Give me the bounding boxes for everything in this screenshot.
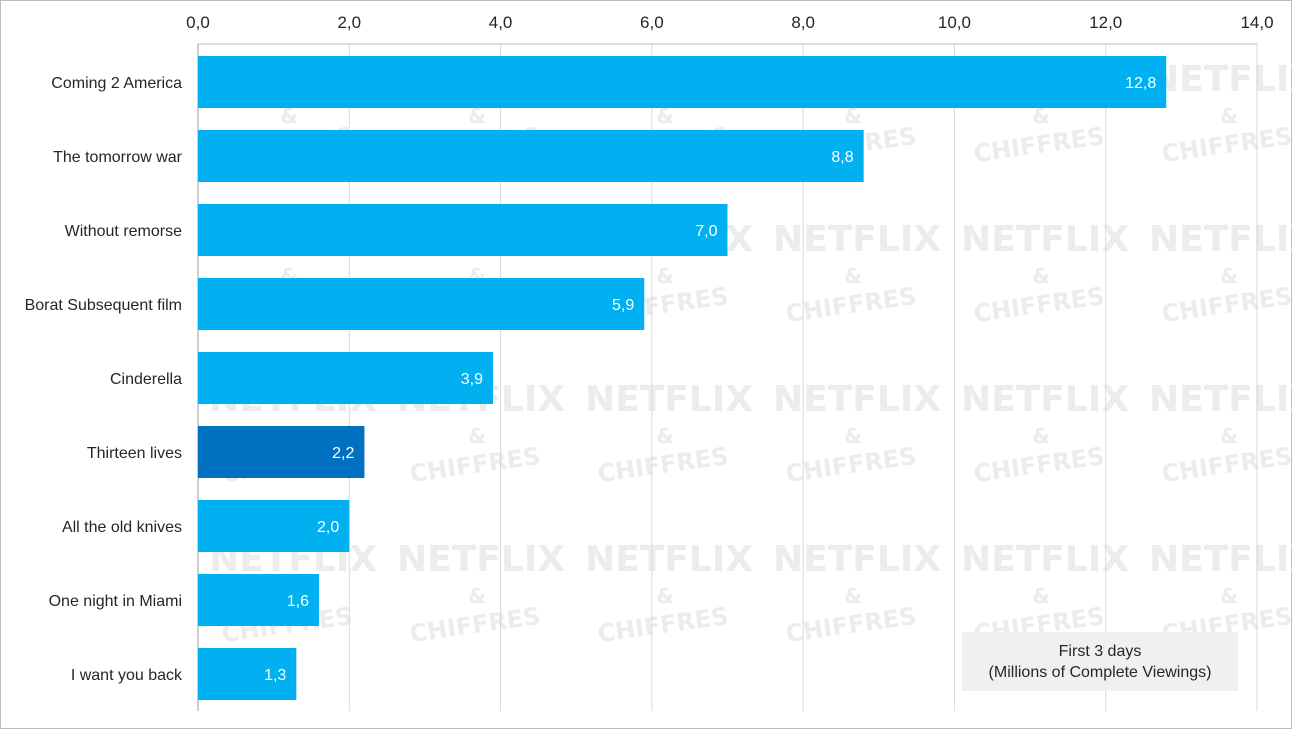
watermark: NETFLIX &CHIFFRES bbox=[773, 539, 941, 648]
data-label: 2,2 bbox=[332, 445, 354, 462]
watermark-text-1: NETFLIX bbox=[1149, 59, 1292, 100]
watermark: NETFLIX &CHIFFRES bbox=[773, 379, 941, 488]
chart-annotation: First 3 days (Millions of Complete Viewi… bbox=[962, 632, 1238, 691]
watermark: NETFLIX &CHIFFRES bbox=[1149, 59, 1292, 168]
data-label: 7,0 bbox=[695, 223, 717, 240]
watermark-text-3: CHIFFRES bbox=[784, 442, 918, 488]
watermark-text-2: & bbox=[1220, 424, 1237, 448]
watermark-text-3: CHIFFRES bbox=[1160, 122, 1292, 168]
watermark: NETFLIX &CHIFFRES bbox=[961, 219, 1129, 328]
data-label: 8,8 bbox=[831, 149, 853, 166]
category-label: Coming 2 America bbox=[51, 75, 182, 92]
watermark-text-2: & bbox=[1032, 104, 1049, 128]
watermark-text-3: CHIFFRES bbox=[972, 282, 1106, 328]
watermark-text-1: NETFLIX bbox=[1149, 539, 1292, 580]
data-label: 3,9 bbox=[461, 371, 483, 388]
bar bbox=[198, 426, 365, 478]
bar bbox=[198, 500, 350, 552]
watermark: NETFLIX &CHIFFRES bbox=[1149, 219, 1292, 328]
watermark-text-3: CHIFFRES bbox=[784, 602, 918, 648]
watermark-text-2: & bbox=[1032, 584, 1049, 608]
data-label: 1,6 bbox=[287, 593, 309, 610]
watermark-text-3: CHIFFRES bbox=[408, 602, 542, 648]
x-tick-label: 6,0 bbox=[640, 13, 664, 32]
watermark-text-3: CHIFFRES bbox=[972, 122, 1106, 168]
watermark-text-2: & bbox=[1032, 264, 1049, 288]
watermark-text-2: & bbox=[656, 584, 673, 608]
watermark-text-1: NETFLIX bbox=[961, 219, 1129, 260]
watermark-text-3: CHIFFRES bbox=[784, 282, 918, 328]
data-label: 5,9 bbox=[612, 297, 634, 314]
watermark-text-2: & bbox=[1032, 424, 1049, 448]
watermark: NETFLIX &CHIFFRES bbox=[585, 379, 753, 488]
watermark-text-1: NETFLIX bbox=[585, 379, 753, 420]
watermark: NETFLIX &CHIFFRES bbox=[1149, 379, 1292, 488]
watermark-text-1: NETFLIX bbox=[961, 539, 1129, 580]
watermark-text-1: NETFLIX bbox=[1149, 379, 1292, 420]
watermark: NETFLIX &CHIFFRES bbox=[397, 539, 565, 648]
bar bbox=[198, 204, 728, 256]
data-label: 2,0 bbox=[317, 519, 339, 536]
data-label: 1,3 bbox=[264, 667, 286, 684]
watermark-text-2: & bbox=[844, 264, 861, 288]
watermark-text-2: & bbox=[844, 584, 861, 608]
watermark: NETFLIX &CHIFFRES bbox=[585, 539, 753, 648]
watermark: NETFLIX &CHIFFRES bbox=[773, 219, 941, 328]
category-label: One night in Miami bbox=[49, 593, 182, 610]
category-label: All the old knives bbox=[62, 519, 182, 536]
bar bbox=[198, 56, 1167, 108]
x-tick-label: 10,0 bbox=[938, 13, 971, 32]
watermark-text-1: NETFLIX bbox=[961, 379, 1129, 420]
watermark-text-1: NETFLIX bbox=[773, 219, 941, 260]
annotation-line-1: First 3 days bbox=[1058, 642, 1142, 660]
x-tick-label: 2,0 bbox=[337, 13, 361, 32]
watermark-text-2: & bbox=[280, 104, 297, 128]
labels: 0,0 2,0 4,0 6,0 8,0 10,0 12,0 14,0 Coming 2 Amer… bbox=[25, 13, 1274, 684]
x-tick-label: 0,0 bbox=[186, 13, 210, 32]
watermark-text-3: CHIFFRES bbox=[408, 442, 542, 488]
watermark-text-2: & bbox=[1220, 264, 1237, 288]
category-label: The tomorrow war bbox=[53, 149, 183, 166]
bar bbox=[198, 278, 645, 330]
watermark-text-1: NETFLIX bbox=[585, 539, 753, 580]
annotation-line-2: (Millions of Complete Viewings) bbox=[988, 663, 1212, 681]
watermark-text-2: & bbox=[1220, 584, 1237, 608]
category-label: Borat Subsequent film bbox=[25, 297, 182, 314]
x-tick-label: 8,0 bbox=[791, 13, 815, 32]
watermark-text-1: NETFLIX bbox=[773, 379, 941, 420]
x-tick-label: 14,0 bbox=[1240, 13, 1273, 32]
watermark-text-2: & bbox=[656, 424, 673, 448]
bar bbox=[198, 574, 320, 626]
category-label: Thirteen lives bbox=[87, 445, 182, 462]
bar bbox=[198, 352, 494, 404]
watermark-text-3: CHIFFRES bbox=[596, 442, 730, 488]
watermark-text-2: & bbox=[844, 424, 861, 448]
watermark-text-2: & bbox=[468, 424, 485, 448]
watermark-text-1: NETFLIX bbox=[397, 539, 565, 580]
category-label: Cinderella bbox=[110, 371, 182, 388]
category-label: Without remorse bbox=[65, 223, 182, 240]
watermark-text-2: & bbox=[1220, 104, 1237, 128]
watermark-text-1: NETFLIX bbox=[1149, 219, 1292, 260]
watermark-text-3: CHIFFRES bbox=[596, 602, 730, 648]
watermark-text-2: & bbox=[656, 264, 673, 288]
bar bbox=[198, 648, 297, 700]
watermark-text-1: NETFLIX bbox=[773, 539, 941, 580]
category-label: I want you back bbox=[71, 667, 183, 684]
watermark-text-3: CHIFFRES bbox=[1160, 442, 1292, 488]
watermark-text-3: CHIFFRES bbox=[1160, 282, 1292, 328]
watermark-text-2: & bbox=[468, 584, 485, 608]
data-label: 12,8 bbox=[1125, 75, 1156, 92]
bar bbox=[198, 130, 864, 182]
x-tick-label: 12,0 bbox=[1089, 13, 1122, 32]
watermark: NETFLIX &CHIFFRES bbox=[961, 379, 1129, 488]
watermark-text-2: & bbox=[844, 104, 861, 128]
x-tick-label: 4,0 bbox=[489, 13, 513, 32]
watermark-text-2: & bbox=[656, 104, 673, 128]
watermark-text-3: CHIFFRES bbox=[972, 442, 1106, 488]
watermark-text-2: & bbox=[468, 104, 485, 128]
bars bbox=[198, 56, 1167, 700]
